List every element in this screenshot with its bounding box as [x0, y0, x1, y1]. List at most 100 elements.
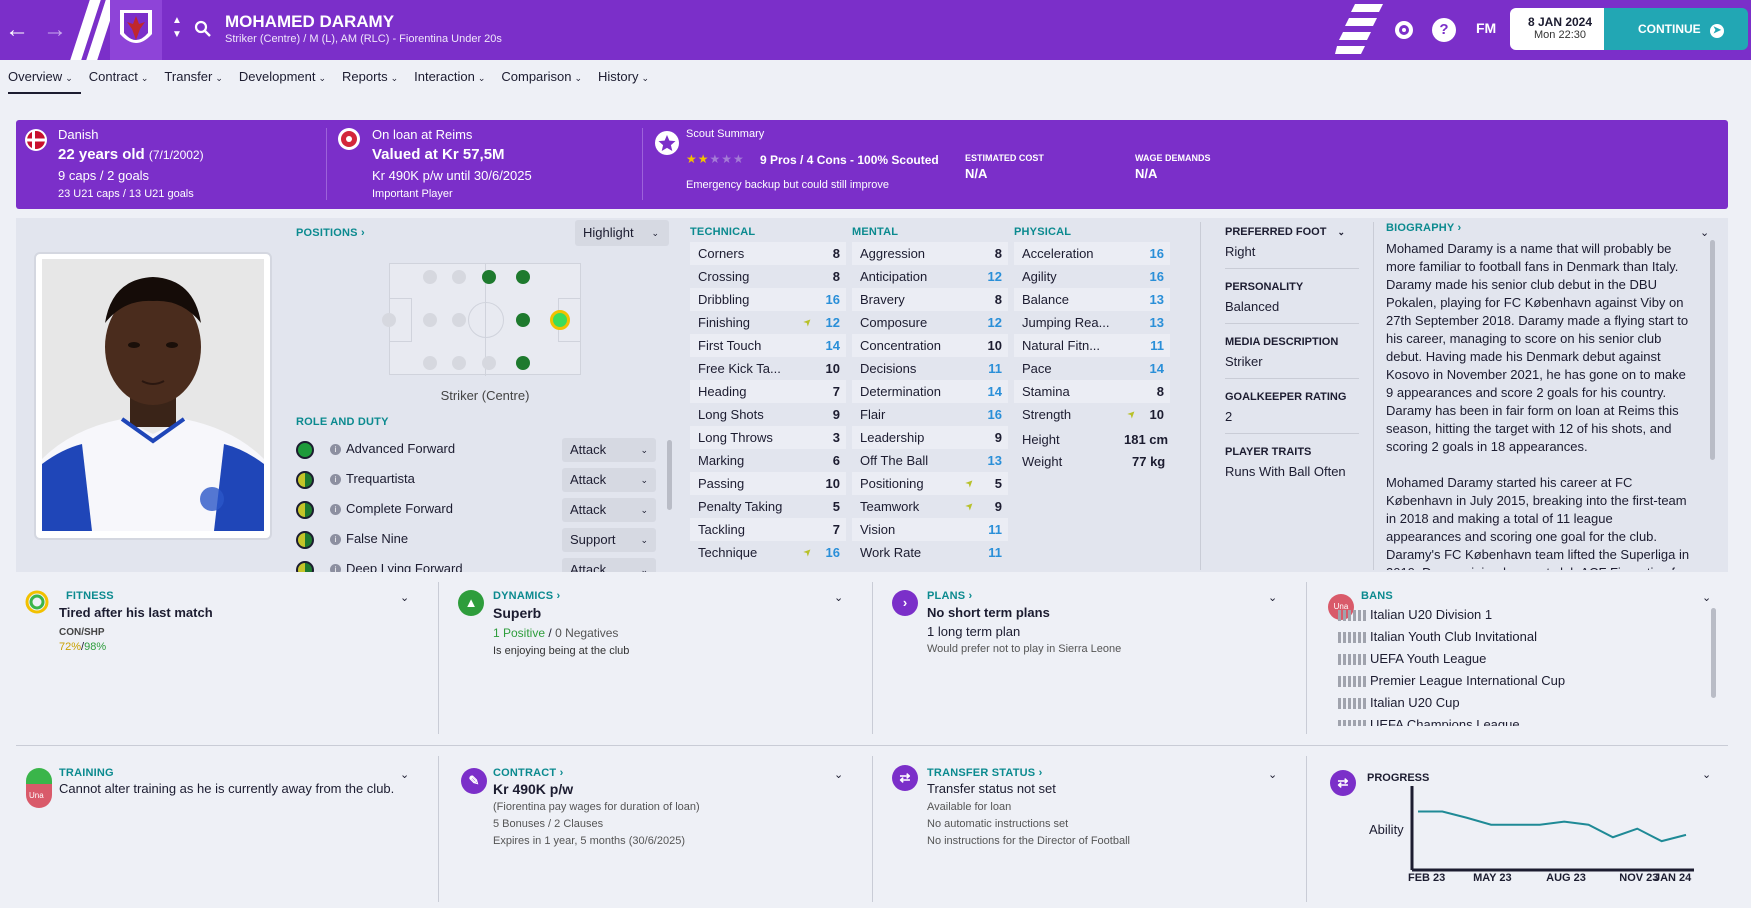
role-row[interactable]: i Complete Forward Attack ⌄ — [296, 496, 676, 524]
attribute-row[interactable]: Bravery 8 — [852, 288, 1008, 311]
player-traits-block: PLAYER TRAITS Runs With Ball Often — [1225, 446, 1346, 479]
contract-title[interactable]: CONTRACT › — [493, 767, 564, 779]
gk-label: GOALKEEPER RATING — [1225, 391, 1347, 403]
role-row[interactable]: i Trequartista Attack ⌄ — [296, 466, 676, 494]
scout-summary-title[interactable]: Scout Summary — [686, 128, 765, 140]
tab-overview[interactable]: Overview ⌄ — [8, 60, 81, 94]
attribute-row[interactable]: Leadership 9 — [852, 426, 1008, 449]
positions-title[interactable]: POSITIONS › — [296, 227, 365, 239]
plans-title[interactable]: PLANS › — [927, 590, 973, 602]
chevron-down-icon[interactable]: ⌄ — [834, 592, 844, 604]
training-title[interactable]: TRAINING — [59, 767, 114, 779]
back-arrow-icon[interactable]: ← — [5, 16, 29, 43]
attribute-value: 9 — [832, 407, 840, 422]
chevron-down-icon[interactable]: ⌄ — [400, 592, 410, 604]
chevron-down-icon[interactable]: ⌄ — [1268, 769, 1278, 781]
attribute-row[interactable]: Flair 16 — [852, 403, 1008, 426]
attribute-row[interactable]: Long Throws 3 — [690, 426, 846, 449]
tab-transfer[interactable]: Transfer ⌄ — [164, 69, 223, 84]
attribute-row[interactable]: Determination 14 — [852, 380, 1008, 403]
tab-comparison[interactable]: Comparison ⌄ — [501, 69, 583, 84]
fitness-title[interactable]: FITNESS — [66, 590, 114, 602]
player-switch-chevrons-icon[interactable]: ▲ ▼ — [172, 15, 182, 40]
attribute-row[interactable]: Crossing 8 — [690, 265, 846, 288]
biography-title[interactable]: BIOGRAPHY › — [1386, 222, 1462, 234]
tab-contract[interactable]: Contract ⌄ — [88, 69, 149, 84]
attribute-row[interactable]: Aggression 8 — [852, 242, 1008, 265]
tab-development[interactable]: Development ⌄ — [238, 69, 327, 84]
attribute-row[interactable]: Agility 16 — [1014, 265, 1170, 288]
biography-scrollbar[interactable] — [1710, 240, 1715, 460]
attribute-row[interactable]: Finishing 12 ➤ — [690, 311, 846, 334]
role-row[interactable]: i Advanced Forward Attack ⌄ — [296, 436, 676, 464]
chevron-down-icon[interactable]: ⌄ — [1268, 592, 1278, 604]
attribute-row[interactable]: Teamwork 9 ➤ — [852, 495, 1008, 518]
contract-line: (Fiorentina pay wages for duration of lo… — [493, 801, 700, 813]
tab-reports[interactable]: Reports ⌄ — [342, 69, 399, 84]
fm-menu-button[interactable]: FM — [1476, 20, 1497, 36]
role-suitability-icon — [296, 531, 314, 549]
role-row[interactable]: i Deep Lying Forward Attack ⌄ — [296, 556, 676, 572]
attribute-row[interactable]: Corners 8 — [690, 242, 846, 265]
attribute-row[interactable]: Free Kick Ta... 10 — [690, 357, 846, 380]
chevron-down-icon[interactable]: ⌄ — [400, 769, 410, 781]
attribute-row[interactable]: Stamina 8 — [1014, 380, 1170, 403]
globe-icon[interactable] — [1393, 19, 1415, 41]
position-dot-amc — [516, 313, 530, 327]
attribute-value: 9 — [994, 499, 1002, 514]
date-display[interactable]: 8 JAN 2024 Mon 22:30 — [1510, 8, 1610, 50]
caps: 9 caps / 2 goals — [58, 168, 150, 183]
loan-status[interactable]: On loan at Reims — [372, 127, 473, 142]
attribute-row[interactable]: Long Shots 9 — [690, 403, 846, 426]
help-icon[interactable]: ? — [1432, 18, 1456, 42]
chevron-down-icon[interactable]: ⌄ — [1702, 592, 1712, 604]
continue-button[interactable]: CONTINUE ➤ — [1604, 8, 1748, 50]
attribute-row[interactable]: Positioning 5 ➤ — [852, 472, 1008, 495]
attribute-row[interactable]: Vision 11 — [852, 518, 1008, 541]
bans-title[interactable]: BANS — [1361, 590, 1393, 602]
attribute-row[interactable]: Heading 7 — [690, 380, 846, 403]
attribute-row[interactable]: Marking 6 — [690, 449, 846, 472]
attribute-row[interactable]: Work Rate 11 — [852, 541, 1008, 564]
attribute-row[interactable]: Strength 10 ➤ — [1014, 403, 1170, 426]
progress-title[interactable]: PROGRESS — [1367, 772, 1430, 784]
attribute-value: 8 — [832, 269, 840, 284]
estimated-cost-label: ESTIMATED COST — [965, 153, 1044, 163]
attribute-row[interactable]: Dribbling 16 — [690, 288, 846, 311]
attribute-row[interactable]: Decisions 11 — [852, 357, 1008, 380]
chevron-down-icon[interactable]: ⌄ — [1702, 769, 1712, 781]
technical-attributes: Corners 8 Crossing 8 Dribbling 16 Finishing 12 ➤… — [690, 242, 846, 572]
highlight-dropdown[interactable]: Highlight ⌄ — [575, 220, 669, 246]
attribute-row[interactable]: Jumping Rea... 13 — [1014, 311, 1170, 334]
attribute-row[interactable]: Passing 10 — [690, 472, 846, 495]
tab-interaction[interactable]: Interaction ⌄ — [414, 69, 486, 84]
bans-scrollbar[interactable] — [1711, 608, 1716, 698]
attribute-row[interactable]: Acceleration 16 — [1014, 242, 1170, 265]
attribute-row[interactable]: Anticipation 12 — [852, 265, 1008, 288]
attribute-row[interactable]: Concentration 10 — [852, 334, 1008, 357]
dynamics-title[interactable]: DYNAMICS › — [493, 590, 561, 602]
role-scrollbar[interactable] — [667, 440, 672, 510]
ban-item: Italian Youth Club Invitational — [1338, 626, 1537, 648]
chevron-down-icon[interactable]: ⌄ — [1700, 227, 1710, 239]
attribute-row[interactable]: Pace 14 — [1014, 357, 1170, 380]
attribute-row[interactable]: Tackling 7 — [690, 518, 846, 541]
positions-pitch[interactable] — [382, 263, 581, 376]
chevron-down-icon[interactable]: ⌄ — [834, 769, 844, 781]
club-crest[interactable] — [110, 0, 162, 60]
ban-bar-icon — [1338, 654, 1366, 665]
tab-history[interactable]: History ⌄ — [598, 69, 650, 84]
attribute-row[interactable]: Penalty Taking 5 — [690, 495, 846, 518]
forward-arrow-icon[interactable]: → — [43, 16, 67, 43]
preferred-foot-block[interactable]: PREFERRED FOOT ⌄ Right — [1225, 226, 1346, 259]
attribute-row[interactable]: Natural Fitn... 11 — [1014, 334, 1170, 357]
attribute-row[interactable]: Composure 12 — [852, 311, 1008, 334]
attribute-row[interactable]: Balance 13 — [1014, 288, 1170, 311]
attribute-row[interactable]: First Touch 14 — [690, 334, 846, 357]
attribute-row[interactable]: Off The Ball 13 — [852, 449, 1008, 472]
position-dot — [423, 270, 437, 284]
attribute-row[interactable]: Technique 16 ➤ — [690, 541, 846, 564]
search-icon[interactable] — [194, 20, 212, 38]
role-row[interactable]: i False Nine Support ⌄ — [296, 526, 676, 554]
transfer-status-title[interactable]: TRANSFER STATUS › — [927, 767, 1043, 779]
